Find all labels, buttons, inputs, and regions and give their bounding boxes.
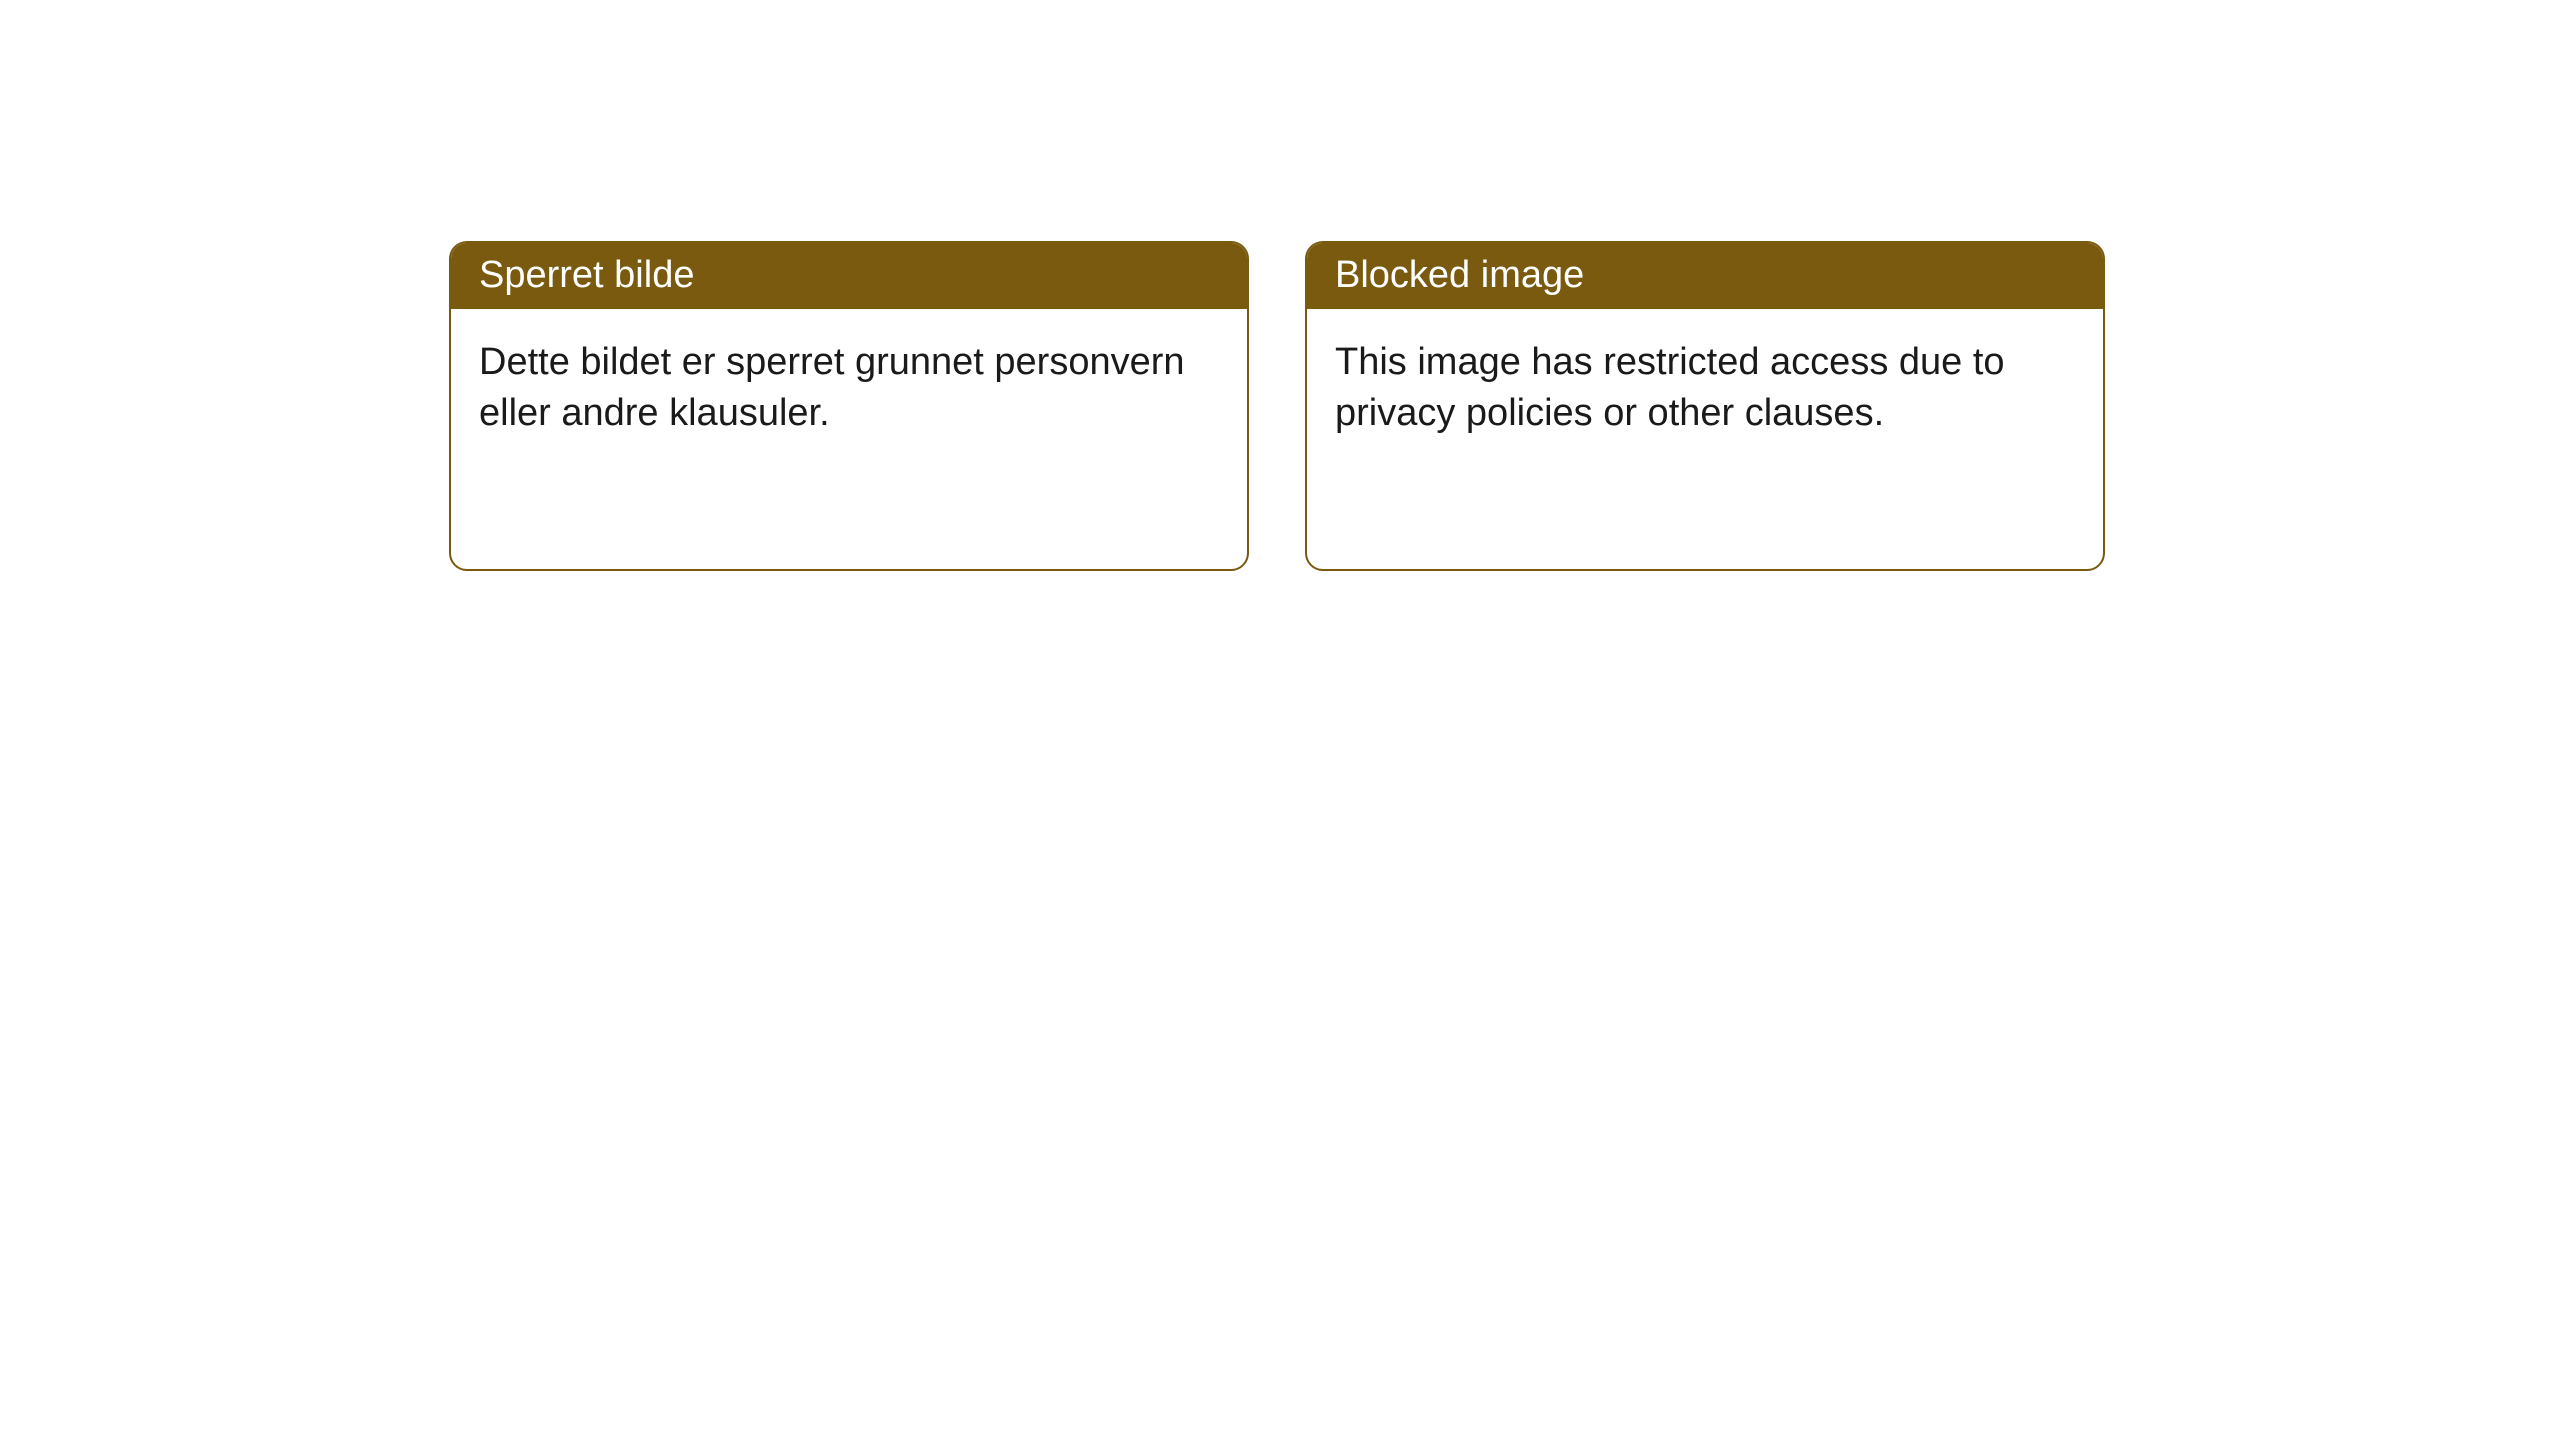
card-header: Sperret bilde (451, 243, 1247, 309)
card-header: Blocked image (1307, 243, 2103, 309)
card-body: This image has restricted access due to … (1307, 309, 2103, 468)
card-title: Sperret bilde (479, 254, 694, 296)
card-body-text: This image has restricted access due to … (1335, 341, 2005, 434)
notice-card-english: Blocked image This image has restricted … (1305, 241, 2105, 571)
card-title: Blocked image (1335, 254, 1584, 296)
notice-cards-container: Sperret bilde Dette bildet er sperret gr… (449, 241, 2105, 571)
notice-card-norwegian: Sperret bilde Dette bildet er sperret gr… (449, 241, 1249, 571)
card-body-text: Dette bildet er sperret grunnet personve… (479, 341, 1185, 434)
card-body: Dette bildet er sperret grunnet personve… (451, 309, 1247, 468)
